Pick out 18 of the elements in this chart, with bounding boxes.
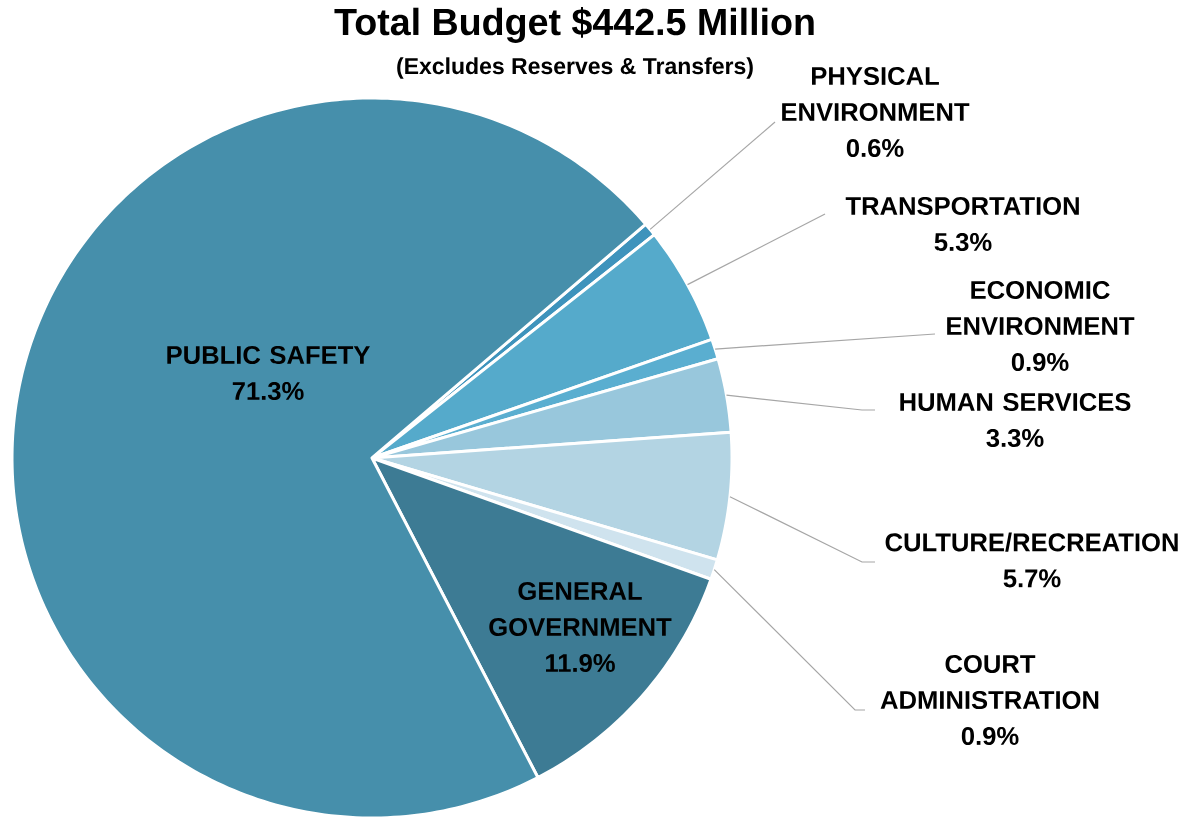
- slice-label: TRANSPORTATION: [845, 196, 1079, 216]
- slice-label: PUBLIC SAFETY: [167, 345, 370, 365]
- slice-label: HUMAN SERVICES: [900, 392, 1131, 412]
- slice-label: CULTURE/RECREATION: [885, 532, 1178, 552]
- slice-label: COURT ADMINISTRATION: [880, 654, 1099, 710]
- slice-label: ECONOMIC ENVIRONMENT: [947, 280, 1135, 336]
- chart-subtitle: (Excludes Reserves & Transfers): [397, 57, 753, 79]
- data-label: 0.9%: [1011, 352, 1069, 372]
- data-label: 5.7%: [1003, 569, 1061, 588]
- data-label: 3.3%: [986, 428, 1044, 448]
- slice-label: PHYSICAL ENVIRONMENT: [782, 66, 970, 122]
- data-label: 11.9%: [546, 653, 615, 673]
- data-label: 5.3%: [934, 232, 992, 252]
- data-label: 71.3%: [232, 381, 304, 401]
- chart-title: Total Budget $442.5 Million: [334, 7, 814, 43]
- data-label: 0.9%: [961, 726, 1019, 746]
- data-label: 0.6%: [846, 138, 904, 158]
- slice-label: GENERAL GOVERNMENT: [489, 581, 672, 637]
